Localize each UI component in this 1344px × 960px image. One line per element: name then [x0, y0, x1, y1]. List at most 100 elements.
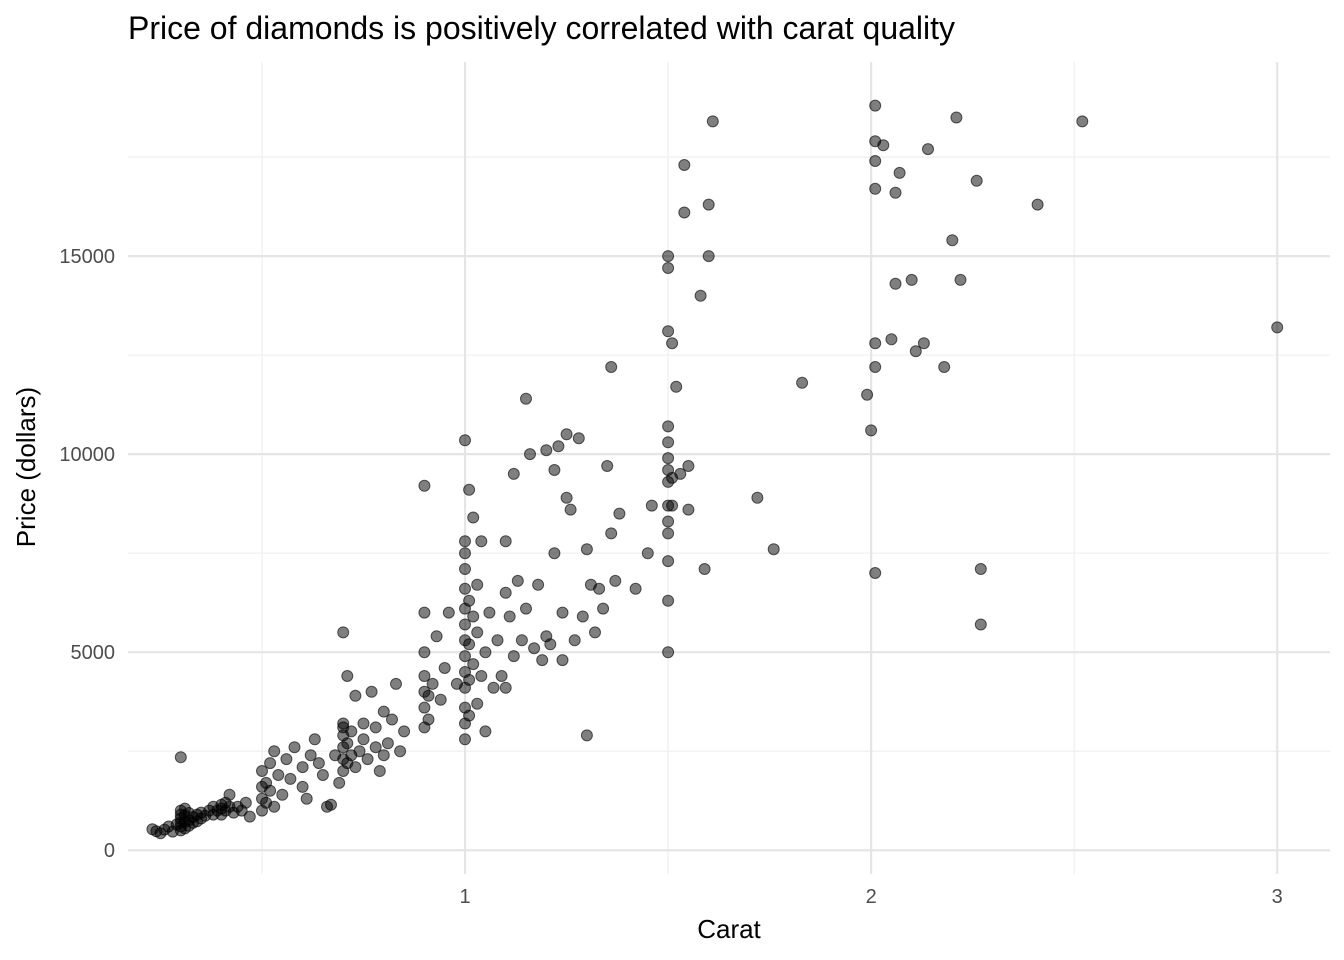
data-point: [536, 654, 549, 667]
data-point: [312, 757, 325, 770]
data-point: [589, 626, 601, 639]
data-point: [682, 503, 695, 516]
data-point: [528, 642, 541, 655]
data-point: [666, 499, 679, 512]
data-point: [662, 262, 675, 274]
data-point: [678, 159, 691, 171]
data-point: [580, 543, 593, 556]
data-point: [284, 772, 297, 785]
data-point: [418, 479, 431, 492]
data-point: [568, 634, 581, 647]
data-point: [373, 765, 386, 777]
data-point: [304, 749, 317, 762]
data-point: [377, 705, 390, 718]
data-point: [276, 788, 289, 801]
data-point: [499, 681, 512, 694]
data-point: [938, 361, 951, 373]
data-point: [361, 753, 374, 766]
y-tick-label: 5000: [71, 642, 116, 664]
data-point: [442, 606, 455, 619]
data-point: [662, 515, 675, 528]
data-point: [889, 186, 902, 199]
data-point: [889, 277, 902, 290]
data-point: [386, 713, 398, 726]
grid-lines: [128, 62, 1330, 874]
data-point: [662, 325, 675, 338]
data-point: [495, 670, 508, 682]
data-point: [341, 670, 354, 682]
data-point: [463, 638, 476, 651]
data-point: [471, 578, 484, 591]
data-point: [369, 721, 382, 734]
data-point: [796, 376, 809, 389]
data-point: [268, 745, 281, 758]
data-point: [1271, 321, 1284, 334]
data-point: [365, 685, 378, 698]
data-point: [544, 638, 557, 651]
data-point: [377, 749, 390, 762]
data-point: [869, 567, 882, 579]
data-point: [670, 380, 683, 393]
data-point: [487, 681, 500, 694]
data-point: [869, 337, 882, 350]
data-point: [877, 139, 890, 152]
data-point: [560, 491, 573, 504]
data-point: [467, 511, 480, 524]
data-point: [471, 697, 484, 710]
data-point: [613, 507, 626, 520]
data-point: [316, 769, 329, 781]
data-point: [349, 761, 362, 774]
data-point: [349, 689, 362, 702]
data-point: [463, 483, 476, 496]
data-point: [520, 392, 532, 405]
data-point: [905, 273, 918, 286]
data-point: [459, 582, 471, 595]
data-point: [357, 717, 370, 730]
data-point: [264, 784, 277, 797]
data-point: [398, 725, 411, 738]
data-point: [438, 662, 451, 674]
data-point: [503, 610, 516, 623]
data-point: [666, 337, 679, 350]
data-point: [479, 646, 492, 659]
data-point: [459, 535, 471, 548]
data-point: [869, 155, 882, 167]
data-point: [422, 713, 435, 726]
data-point: [970, 174, 983, 187]
data-point: [682, 460, 695, 472]
data-point: [333, 776, 346, 789]
x-tick-label: 2: [866, 886, 877, 908]
data-point: [479, 725, 492, 738]
x-tick-label: 1: [459, 886, 470, 908]
y-tick-label: 10000: [59, 444, 115, 466]
data-point: [645, 499, 658, 512]
data-point: [609, 574, 622, 587]
data-point: [434, 693, 447, 706]
data-point: [418, 606, 431, 619]
data-point: [524, 448, 536, 461]
data-point: [946, 234, 959, 247]
data-point: [390, 677, 402, 690]
data-point: [601, 460, 614, 472]
data-point: [885, 333, 898, 346]
data-point: [597, 602, 610, 615]
data-point: [865, 424, 878, 437]
data-point: [418, 646, 431, 659]
data-point: [767, 543, 780, 556]
data-point: [532, 578, 545, 591]
data-point: [463, 673, 476, 686]
data-point: [426, 677, 439, 690]
data-point: [1031, 198, 1044, 211]
data-point: [861, 388, 874, 401]
data-point: [662, 594, 675, 607]
data-point: [572, 432, 585, 445]
data-point: [256, 765, 268, 777]
data-point: [341, 737, 354, 750]
data-point: [641, 547, 654, 560]
data-point: [499, 535, 512, 548]
data-point: [751, 491, 764, 504]
data-point: [430, 630, 443, 643]
data-point: [950, 111, 963, 124]
data-point: [520, 602, 532, 615]
y-tick-label: 0: [104, 840, 115, 862]
